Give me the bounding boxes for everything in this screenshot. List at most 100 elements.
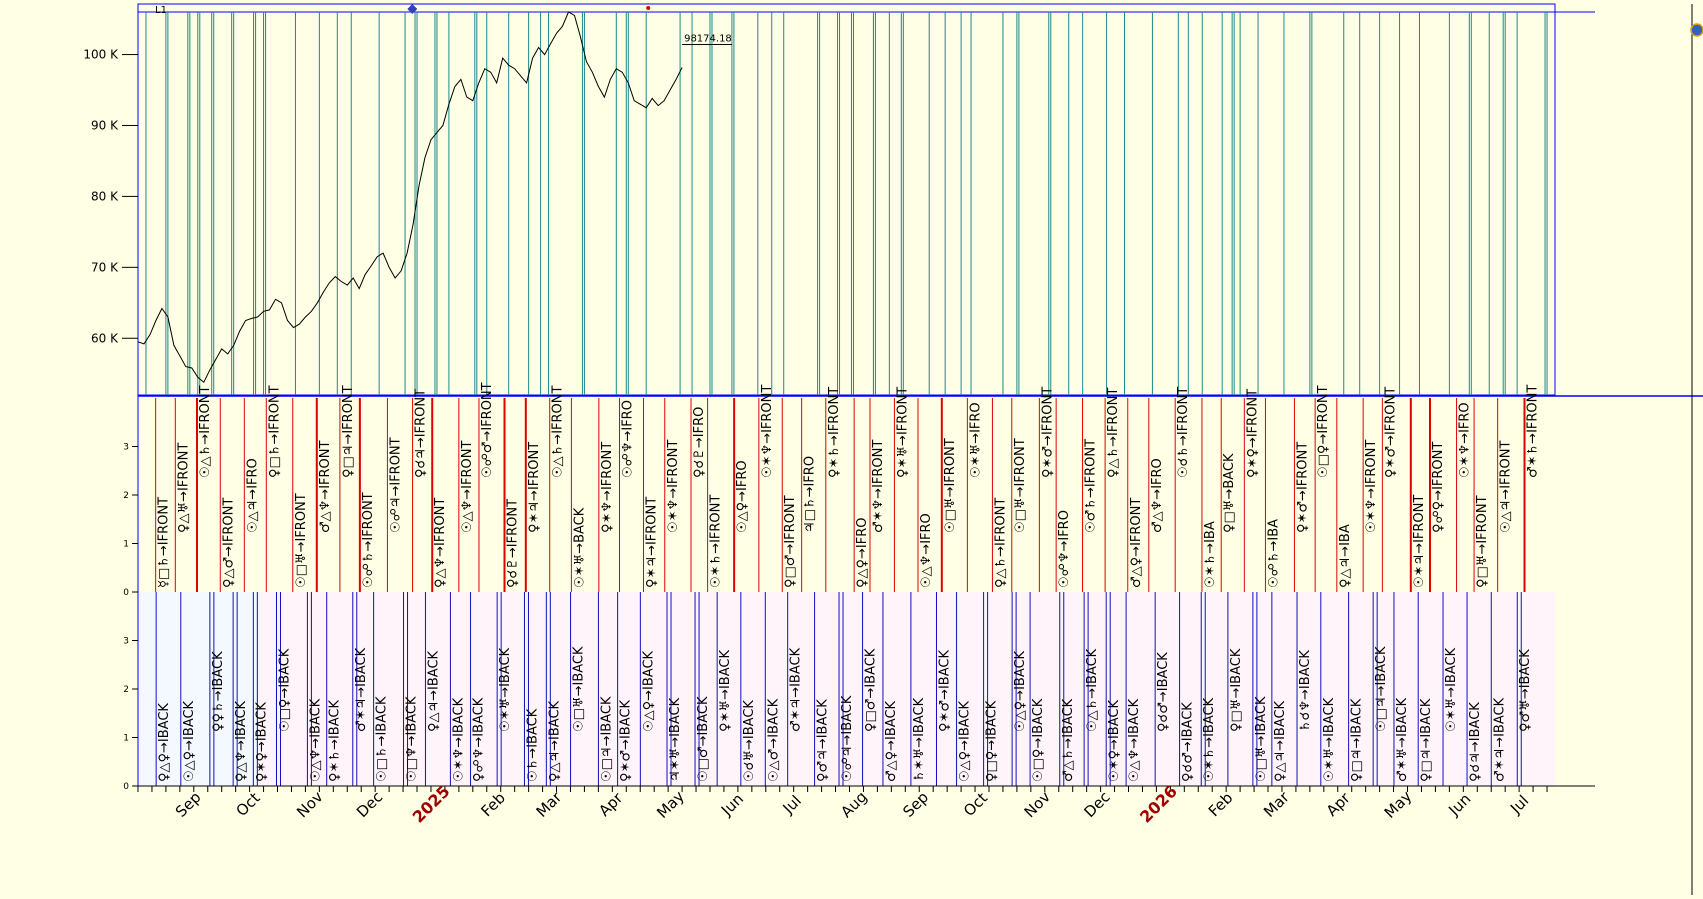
front-event-label: ☉☍♆→IFRO	[621, 400, 636, 478]
month-label: Jul	[779, 792, 805, 818]
month-label: Oct	[233, 789, 264, 820]
globe-icon	[1690, 23, 1703, 37]
front-event-label: ♀□♄→IFRONT	[267, 385, 282, 478]
back-event-label: ☉△♆→IBACK	[308, 698, 323, 782]
back-event-label: ☉✶♄→IBACK	[1202, 697, 1217, 782]
back-event-label: ☉□♃→IBACK	[1374, 646, 1389, 732]
back-event-label: ☉□♂→IBACK	[696, 696, 711, 782]
back-y-tick-label: 3	[123, 637, 129, 647]
front-event-label: ☉□♅→IFRONT	[294, 493, 309, 588]
front-event-label: ☉✶♅→IFRO	[968, 402, 983, 478]
back-event-label: ☉☍♃→IBACK	[840, 695, 855, 782]
front-event-label: ♀△♄→IFRONT	[993, 498, 1008, 588]
front-event-label: ♂✶♄→IFRONT	[1526, 385, 1541, 478]
back-event-label: ♀♀♄→IBACK	[211, 651, 226, 732]
month-label: Aug	[837, 788, 870, 821]
back-event-label: ♂✶♃→IBACK	[1492, 697, 1507, 782]
back-event-label: ☉□♅→IBACK	[1254, 696, 1269, 782]
back-y-tick-label: 2	[123, 685, 129, 695]
back-event-label: ♂✶♃→IBACK	[354, 647, 369, 732]
front-event-label: ♀□♃→IFRONT	[341, 385, 356, 478]
y-tick-label: 70 K	[91, 260, 119, 274]
back-event-label: ♄☌♆→IBACK	[1298, 650, 1313, 732]
y-tick-label: 60 K	[91, 331, 119, 345]
front-event-label: ♀✶♃→IFRONT	[527, 442, 542, 533]
front-event-label: ♀✶♂→IFRONT	[1295, 442, 1310, 533]
y-tick-label: 80 K	[91, 189, 119, 203]
back-event-label: ♀✶♅→IBACK	[718, 650, 733, 732]
front-event-label: ☉✶♄→IBA	[1203, 521, 1218, 588]
back-event-label: ☉☌♅→IBACK	[742, 700, 757, 782]
back-panel-alt-bg	[138, 592, 258, 786]
back-event-label: ♀✶♂→IBACK	[937, 650, 952, 732]
front-event-label: ☉□♅→IFRONT	[1013, 438, 1028, 533]
front-event-label: ☉☍♄→IBA	[1266, 519, 1281, 588]
front-event-label: ♂△♀→IFRONT	[1129, 498, 1144, 588]
back-y-tick-label: 1	[123, 734, 129, 744]
month-label: Dec	[1080, 788, 1113, 821]
front-event-label: ☉△♄→IFRONT	[198, 386, 213, 479]
back-event-label: ☉△♄→IBACK	[1085, 648, 1100, 732]
back-event-label: ♀☌♂→IBACK	[1181, 702, 1196, 782]
front-event-label: ☉△♆→IFRONT	[460, 441, 475, 534]
back-event-label: ☉△♀→IBACK	[182, 700, 197, 782]
back-event-label: ☉△♆→IBACK	[1127, 698, 1142, 782]
back-event-label: ♀☌♂→IBACK	[1156, 652, 1171, 732]
back-event-label: ♂△♀→IBACK	[884, 700, 899, 782]
front-event-label: ☉△♃→IFRONT	[1499, 441, 1514, 534]
front-event-label: ♃□♄→IFRO	[803, 456, 818, 533]
month-label: Oct	[960, 789, 991, 820]
front-event-label: ♀✶♄→IFRONT	[827, 387, 842, 478]
front-event-label: ♀△♅→IFRONT	[176, 443, 191, 533]
month-label: May	[653, 787, 688, 822]
month-label: Feb	[477, 789, 509, 821]
back-event-label: ☉□♆→IBACK	[405, 696, 420, 782]
back-event-label: ♀□♃→IBACK	[1419, 698, 1434, 782]
front-event-label: ☉△♆→IFRO	[919, 513, 934, 588]
front-event-label: ♀△♆→IFRONT	[433, 498, 448, 588]
front-event-label: ♀□♂→IFRONT	[783, 495, 798, 588]
month-label: Apr	[595, 788, 627, 820]
front-event-label: ☉□♀→IFRONT	[1316, 385, 1331, 478]
back-event-label: ♄✶♅→IBACK	[912, 697, 927, 782]
price-panel-bg	[137, 3, 1556, 396]
front-event-label: ☉✶♆→IFRO	[1458, 402, 1473, 478]
front-y-tick-label: 1	[123, 540, 129, 550]
back-event-label: ☉□♀→IBACK	[277, 648, 292, 732]
front-event-label: ♀△♀→IFRO	[855, 517, 870, 588]
back-event-label: ☉□♄→IBACK	[375, 696, 390, 782]
last-value-label: 98174.18	[684, 34, 732, 45]
front-event-label: ☉△♀→IFRO	[735, 460, 750, 533]
front-event-label: ☉☍♆→IFRO	[1057, 510, 1072, 588]
front-event-label: ♀✶♂→IFRONT	[1383, 387, 1398, 478]
y-tick-label: 90 K	[91, 118, 119, 132]
front-event-label: ♀✶♂→IFRONT	[1040, 387, 1055, 478]
back-event-label: ☉□♀→IBACK	[1031, 698, 1046, 782]
front-event-label: ♀△♃→IBA	[1338, 524, 1353, 588]
y-tick-label: 100 K	[83, 48, 119, 62]
front-event-label: ☉△♄→IFRONT	[551, 386, 566, 479]
month-label: Sep	[172, 788, 205, 821]
back-event-label: ♀□♀→IBACK	[985, 700, 1000, 782]
back-event-label: ♀△♀→IBACK	[157, 703, 172, 782]
back-panel-bg	[138, 592, 1555, 786]
back-event-label: ♀♂♅→IBACK	[1518, 649, 1533, 732]
month-label: Mar	[1260, 788, 1293, 821]
month-label: May	[1381, 787, 1416, 822]
back-event-label: ☉✶♀→IBACK	[1107, 700, 1122, 782]
back-event-label: ♀□♃→IBACK	[1350, 698, 1365, 782]
front-event-label: ☉✶♆→IFRONT	[760, 385, 775, 478]
front-event-label: ☿□♄→IFRONT	[157, 497, 172, 588]
back-event-label: ☉✶♆→IBACK	[451, 697, 466, 782]
month-label: Dec	[353, 788, 386, 821]
back-event-label: ☉△♀→IBACK	[641, 650, 656, 732]
front-event-label: ♀☌♇→IFRONT	[506, 499, 521, 588]
back-event-label: ♀✶♀→IBACK	[254, 702, 269, 782]
front-event-label: ☉☌♄→IFRONT	[1176, 387, 1191, 478]
front-y-tick-label: 2	[123, 491, 129, 501]
back-event-label: ☉✶♅→IBACK	[1322, 697, 1337, 782]
back-event-label: ♂✶♃→IBACK	[789, 647, 804, 732]
month-label: Feb	[1205, 789, 1237, 821]
front-event-label: ☉✶♅→BACK	[572, 507, 587, 588]
